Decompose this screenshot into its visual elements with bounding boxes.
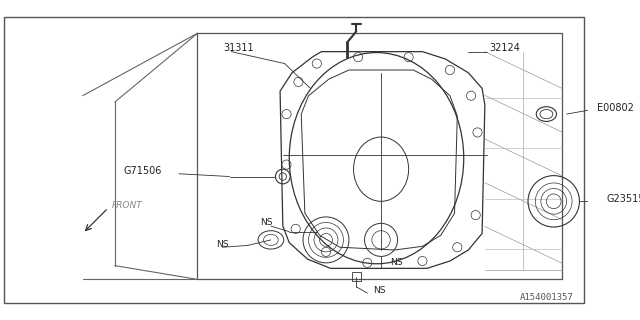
Text: 31311: 31311	[223, 43, 254, 53]
Text: NS: NS	[373, 286, 385, 295]
Text: E00802: E00802	[597, 103, 634, 113]
Text: NS: NS	[260, 218, 273, 227]
Text: A154001357: A154001357	[520, 293, 574, 302]
Text: NS: NS	[390, 258, 403, 267]
Text: G71506: G71506	[124, 166, 163, 176]
Bar	[352, 272, 361, 281]
Text: 32124: 32124	[490, 43, 520, 53]
Text: G23515: G23515	[606, 195, 640, 204]
Text: NS: NS	[216, 240, 228, 249]
Text: FRONT: FRONT	[112, 201, 143, 211]
